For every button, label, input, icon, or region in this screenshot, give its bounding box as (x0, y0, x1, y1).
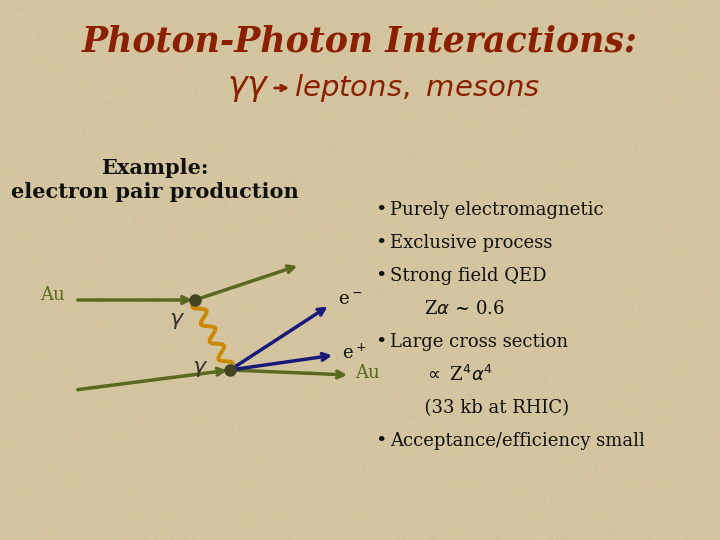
Text: •: • (374, 432, 386, 450)
Text: •: • (374, 333, 386, 351)
Text: Large cross section: Large cross section (390, 333, 568, 351)
Text: electron pair production: electron pair production (11, 182, 299, 202)
Text: Exclusive process: Exclusive process (390, 234, 552, 252)
Text: e$^+$: e$^+$ (342, 343, 366, 363)
Text: Photon-Photon Interactions:: Photon-Photon Interactions: (82, 25, 638, 59)
Text: $\gamma\gamma$: $\gamma\gamma$ (227, 72, 270, 104)
Text: Au: Au (355, 364, 379, 382)
Text: •: • (374, 201, 386, 219)
Text: Au: Au (40, 286, 65, 304)
Text: •: • (374, 234, 386, 252)
Text: $\gamma$: $\gamma$ (169, 309, 185, 331)
Text: $\propto$ Z$^4\alpha^4$: $\propto$ Z$^4\alpha^4$ (390, 365, 493, 385)
Text: Example:: Example: (102, 158, 209, 178)
Text: Z$\alpha$ ~ 0.6: Z$\alpha$ ~ 0.6 (390, 300, 505, 318)
Text: Strong field QED: Strong field QED (390, 267, 546, 285)
Text: e$^-$: e$^-$ (338, 291, 363, 309)
Text: $\gamma$: $\gamma$ (192, 357, 208, 379)
Text: (33 kb at RHIC): (33 kb at RHIC) (390, 399, 569, 417)
Text: $leptons,\ mesons$: $leptons,\ mesons$ (294, 72, 540, 104)
Text: •: • (374, 267, 386, 285)
Text: Acceptance/efficiency small: Acceptance/efficiency small (390, 432, 645, 450)
Text: Purely electromagnetic: Purely electromagnetic (390, 201, 603, 219)
